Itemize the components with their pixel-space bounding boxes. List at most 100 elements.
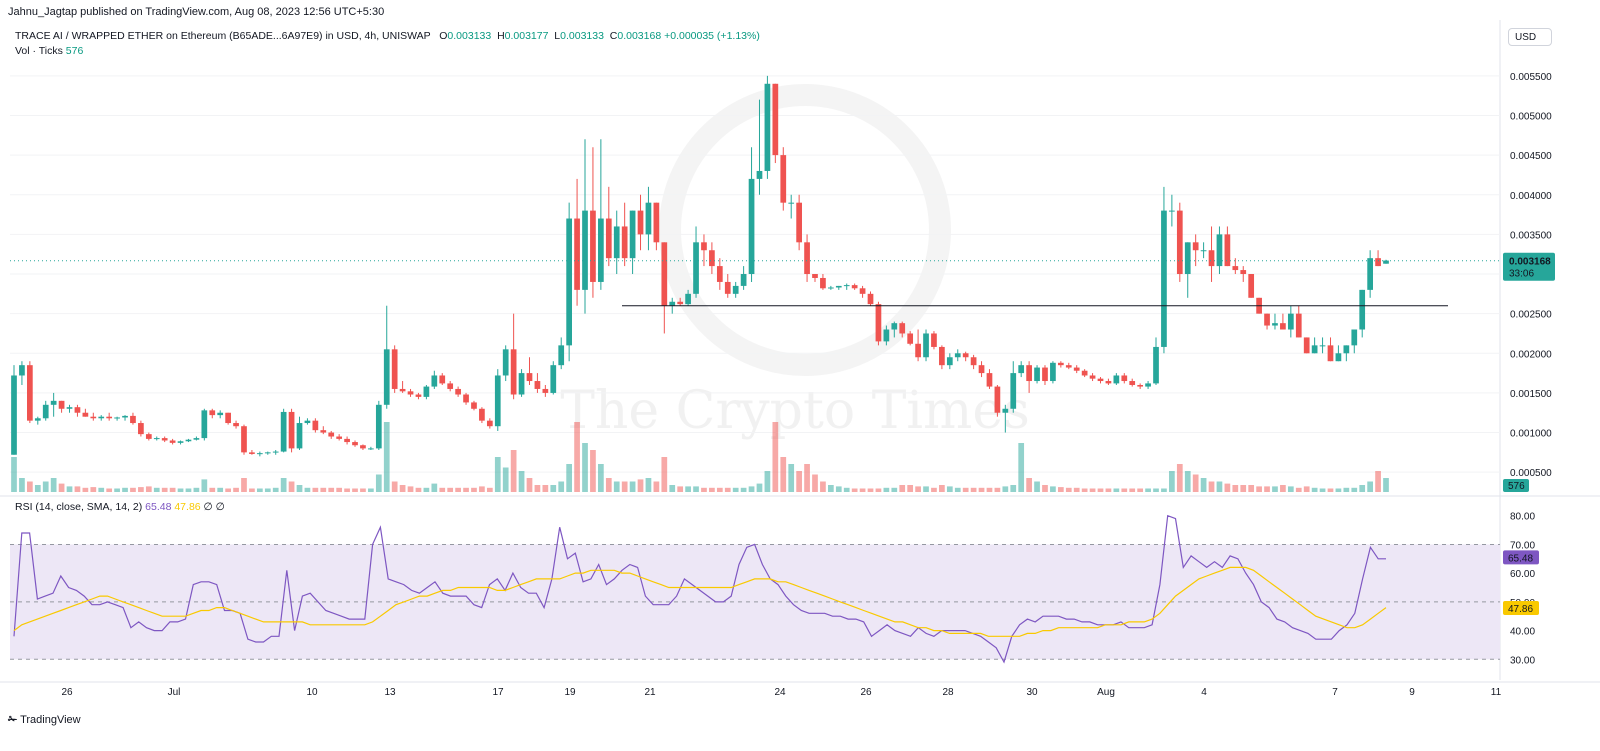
volume-bar — [724, 487, 731, 492]
volume-bar — [1208, 481, 1215, 492]
candle-body — [788, 202, 795, 204]
candle-body — [50, 400, 57, 405]
volume-bar — [931, 487, 937, 492]
volume-bar — [1050, 486, 1056, 492]
volume-bar — [122, 487, 128, 492]
volume-bar — [1057, 487, 1064, 492]
volume-bar — [1280, 485, 1286, 492]
volume-bar — [1121, 488, 1128, 492]
candle-body — [1343, 345, 1350, 354]
candle-body — [74, 407, 81, 413]
volume-bar — [471, 487, 477, 492]
volume-bar — [835, 486, 842, 492]
volume-bar — [891, 487, 898, 492]
volume-bar — [550, 485, 557, 492]
candle-body — [1169, 210, 1175, 212]
volume-bar — [1161, 488, 1167, 492]
time-tick-label: 11 — [1491, 687, 1502, 698]
volume-bar — [709, 487, 715, 492]
candle-body — [19, 365, 25, 376]
candle-body — [494, 375, 501, 427]
volume-bar — [312, 487, 319, 492]
volume-bar — [280, 478, 287, 492]
candle-body — [320, 430, 327, 433]
candle-body — [399, 388, 406, 392]
rsi-ma-badge-label: 47.86 — [1508, 604, 1533, 615]
volume-bar — [1319, 488, 1326, 492]
volume-bar — [883, 487, 890, 492]
candle-body — [1034, 367, 1040, 382]
rsi-tick-label: 60.00 — [1510, 569, 1535, 580]
volume-bar — [82, 487, 89, 492]
volume-bar — [217, 487, 224, 492]
volume-bar — [1311, 487, 1318, 492]
candle-body — [1375, 258, 1381, 267]
candle-body — [1050, 362, 1056, 382]
candle-body — [939, 346, 945, 366]
volume-bar — [368, 488, 374, 492]
volume-bar — [502, 467, 509, 492]
candle-body — [716, 266, 723, 282]
candle-body — [169, 440, 176, 443]
volume-bar — [193, 487, 200, 492]
candle-body — [138, 423, 144, 435]
currency-selector[interactable]: USD — [1508, 28, 1552, 46]
volume-bar — [772, 422, 779, 492]
candle-body — [431, 375, 438, 387]
volume-bar — [946, 486, 953, 492]
candle-body — [907, 333, 914, 344]
candle-body — [407, 391, 414, 395]
candle-body — [1280, 323, 1286, 330]
last-price-label: 0.003168 — [1509, 257, 1551, 268]
time-tick-label: 13 — [384, 687, 396, 698]
rsi-value-badge — [1503, 550, 1539, 565]
tradingview-logo[interactable]: ✁ TradingView — [8, 713, 81, 726]
candle-body — [241, 426, 247, 453]
candle-body — [859, 288, 866, 294]
volume-bar — [145, 486, 152, 492]
rsi-ma-badge — [1503, 600, 1539, 615]
volume-bar — [328, 487, 335, 492]
candle-body — [931, 333, 937, 347]
candle-body — [415, 394, 422, 397]
volume-bar — [161, 487, 168, 492]
volume-bar — [1272, 486, 1278, 492]
volume-bar — [661, 457, 668, 492]
candle-body — [1264, 313, 1270, 326]
volume-bar — [415, 487, 422, 492]
candle-body — [1145, 383, 1151, 387]
volume-bar — [605, 478, 612, 492]
candle-body — [1335, 353, 1342, 362]
candle-body — [1359, 289, 1366, 330]
candle-body — [272, 451, 279, 453]
candle-body — [574, 218, 580, 290]
time-tick-label: 21 — [644, 687, 656, 698]
volume-bar — [1137, 488, 1144, 492]
volume-bar — [621, 481, 628, 492]
candle-body — [740, 274, 747, 286]
rsi-sma-line — [13, 566, 1387, 637]
candle-body — [605, 218, 612, 259]
volume-bar — [344, 488, 350, 492]
volume-bar — [1176, 464, 1183, 492]
volume-bar — [201, 479, 208, 492]
candle-body — [34, 418, 41, 421]
time-tick-label: Jul — [168, 687, 181, 698]
volume-bar — [1343, 487, 1350, 492]
candle-body — [645, 202, 652, 235]
candle-body — [986, 373, 993, 387]
volume-bar — [740, 487, 747, 492]
volume-bar — [582, 443, 588, 492]
volume-bar — [486, 487, 493, 492]
volume-bar — [915, 486, 921, 492]
candle-body — [946, 357, 953, 366]
volume-bar — [1224, 483, 1231, 492]
candle-body — [701, 242, 707, 251]
volume-bar — [399, 485, 406, 492]
volume-bar — [383, 422, 390, 492]
volume-bar — [1192, 474, 1199, 492]
volume-bar — [820, 481, 826, 492]
volume-bar — [1351, 487, 1358, 492]
candle-body — [249, 452, 255, 454]
